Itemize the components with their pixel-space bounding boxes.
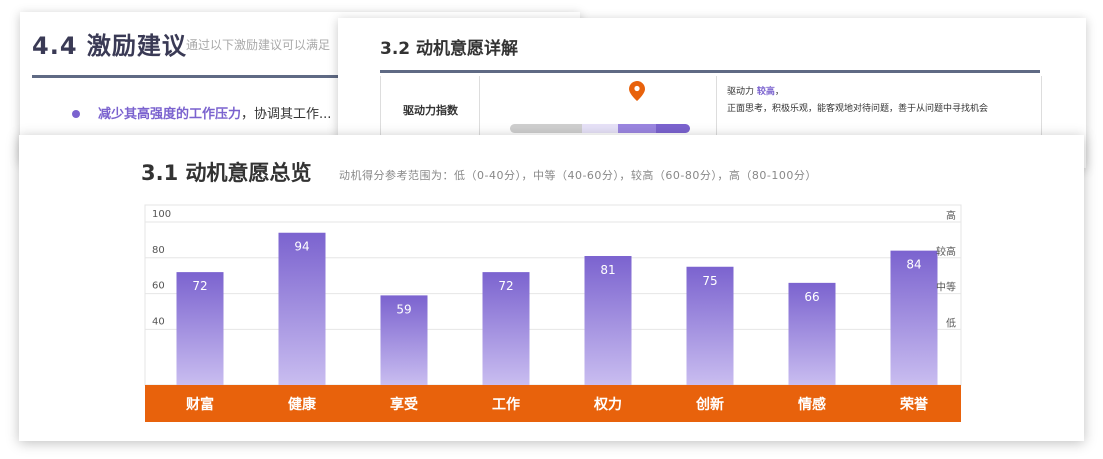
desc-body: 正面思考，积极乐观，能客观地对待问题，善于从问题中寻找机会 — [727, 104, 989, 114]
bar — [176, 272, 224, 385]
location-pin-icon — [629, 81, 645, 101]
level-bar-high — [656, 124, 690, 133]
category-band — [145, 385, 961, 422]
level-bar-low — [510, 124, 582, 133]
row-label: 驱动力指数 — [403, 104, 458, 117]
bar — [278, 232, 326, 385]
section-subtitle: 通过以下激励建议可以满足 — [186, 38, 331, 52]
divider — [380, 70, 1040, 73]
bar-value-label: 94 — [294, 240, 309, 254]
section-title: 3.1 动机意愿总览 — [141, 161, 312, 185]
bar — [380, 295, 428, 385]
category-label: 创新 — [695, 396, 724, 413]
level-bar-medium — [582, 124, 618, 133]
suggestion-item: 减少其高强度的工作压力，协调其工作... — [98, 103, 331, 122]
bar-value-label: 72 — [192, 279, 207, 293]
desc-suffix: ， — [774, 87, 784, 97]
suggestion-highlight: 减少其高强度的工作压力 — [98, 107, 242, 122]
bar-value-label: 59 — [396, 302, 411, 316]
plot-frame — [144, 204, 962, 386]
bar — [482, 272, 530, 385]
bar — [890, 250, 938, 385]
desc-level: 较高 — [756, 87, 775, 97]
motivation-overview-card: 3.1 动机意愿总览 动机得分参考范围为：低（0-40分），中等（40-60分）… — [19, 135, 1084, 441]
section-title: 3.2 动机意愿详解 — [380, 39, 519, 59]
divider — [32, 75, 572, 78]
category-label: 情感 — [798, 396, 826, 413]
category-label: 财富 — [185, 396, 214, 413]
band-label: 中等 — [936, 281, 956, 294]
bar — [686, 266, 734, 385]
desc-prefix: 驱动力 — [727, 87, 757, 97]
label-cell: 驱动力指数 — [381, 76, 480, 168]
category-label: 荣誉 — [899, 396, 929, 413]
bar-value-label: 72 — [498, 279, 513, 293]
y-tick-label: 80 — [152, 245, 165, 256]
bar — [584, 256, 632, 385]
bar — [788, 282, 836, 385]
bar-value-label: 66 — [804, 290, 819, 304]
bullet-dot-icon — [72, 110, 80, 118]
bar-value-label: 84 — [906, 258, 921, 272]
score-range-note: 动机得分参考范围为：低（0-40分），中等（40-60分），较高（60-80分）… — [339, 169, 817, 182]
section-title: 4.4 激励建议 — [32, 32, 187, 60]
band-label: 高 — [946, 209, 956, 222]
category-label: 享受 — [390, 396, 418, 413]
category-label: 权力 — [593, 396, 622, 413]
band-label: 较高 — [936, 245, 956, 258]
level-description: 驱动力 较高， 正面思考，积极乐观，能客观地对待问题，善于从问题中寻找机会 — [727, 86, 1032, 116]
bar-value-label: 81 — [600, 263, 615, 277]
band-label: 低 — [946, 316, 956, 329]
category-label: 工作 — [492, 396, 520, 413]
y-tick-label: 60 — [152, 281, 165, 292]
category-label: 健康 — [288, 396, 317, 413]
y-tick-label: 100 — [152, 209, 171, 220]
y-tick-label: 40 — [152, 316, 165, 327]
bar-value-label: 75 — [702, 274, 717, 288]
level-bar-higher — [618, 124, 656, 133]
suggestion-text: ，协调其工作... — [241, 107, 332, 122]
